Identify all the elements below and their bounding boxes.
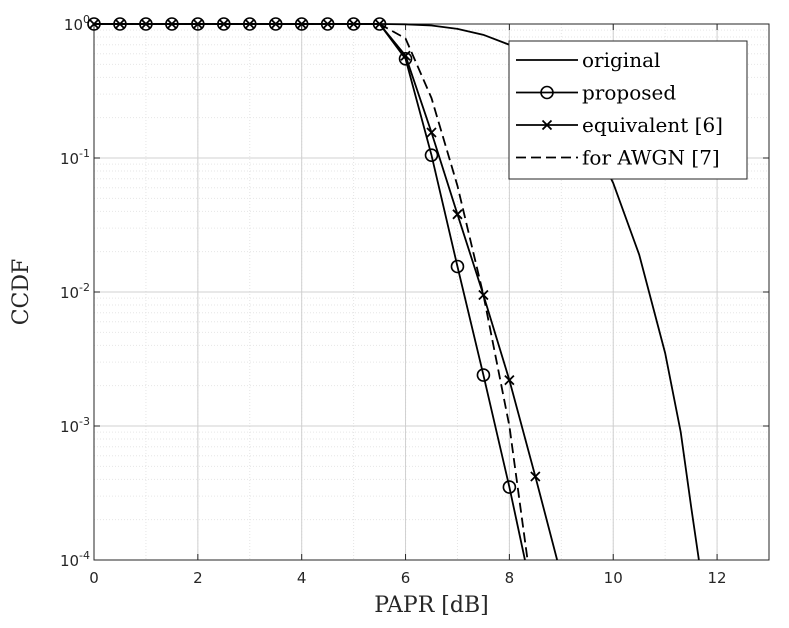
y-tick-label: 10-4 [60, 549, 90, 570]
legend-item-original: original [516, 48, 660, 72]
legend: original proposed equivalent [6] for AWGN [… [508, 40, 748, 180]
data-point-equivalent-6 [530, 471, 541, 482]
data-point-equivalent-6 [426, 127, 437, 138]
x-tick-label: 6 [401, 569, 411, 587]
series-line-for-awgn-7 [94, 23, 529, 561]
x-tick-label: 4 [297, 569, 307, 587]
x-tick-label: 8 [505, 569, 515, 587]
data-point-proposed [450, 259, 465, 274]
x-axis-label: PAPR [dB] [374, 593, 488, 618]
data-point-equivalent-6 [400, 50, 411, 61]
legend-item-for-awgn-7: for AWGN [7] [516, 146, 720, 170]
data-point-equivalent-6 [296, 18, 307, 30]
legend-label: equivalent [6] [582, 113, 723, 137]
legend-marker [540, 85, 554, 100]
legend-label: for AWGN [7] [582, 146, 720, 170]
y-tick-label: 10-2 [60, 281, 90, 302]
y-tick-label: 100 [64, 13, 90, 34]
series-for-awgn-7 [94, 23, 529, 561]
x-tick-label: 0 [89, 569, 99, 587]
data-point-proposed [502, 480, 517, 494]
legend-item-equivalent-6: equivalent [6] [516, 113, 723, 137]
data-point-proposed [476, 368, 491, 382]
legend-label: original [582, 48, 660, 72]
data-point-equivalent-6 [478, 289, 489, 301]
data-point-equivalent-6 [114, 18, 126, 30]
data-point-equivalent-6 [192, 18, 203, 30]
y-axis-label: CCDF [9, 259, 34, 326]
y-tick-label: 10-1 [60, 147, 90, 168]
axis-ticks: 0 2 4 6 8 10 12 10-4 10-3 10-2 10-1 100 [60, 13, 769, 587]
data-point-equivalent-6 [504, 374, 515, 386]
x-tick-label: 2 [193, 569, 203, 587]
legend-marker [541, 119, 553, 131]
data-point-proposed [398, 51, 413, 66]
y-tick-label: 10-3 [60, 415, 90, 436]
x-tick-label: 12 [708, 569, 727, 587]
legend-item-proposed: proposed [516, 81, 676, 105]
data-point-proposed [424, 148, 439, 162]
legend-box [508, 40, 748, 180]
data-point-equivalent-6 [452, 209, 463, 220]
legend-label: proposed [582, 81, 676, 105]
x-tick-label: 10 [604, 569, 623, 587]
